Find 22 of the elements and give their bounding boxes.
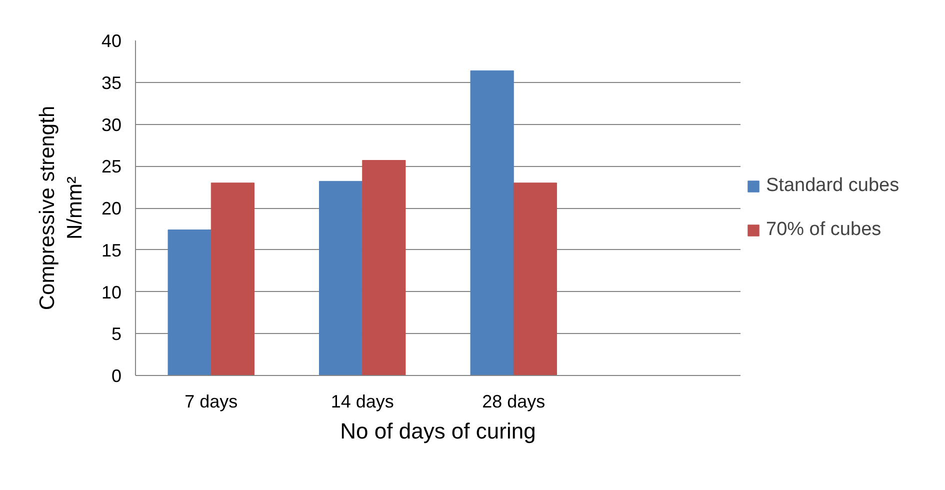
y-tick-label: 10: [101, 282, 122, 302]
x-axis-title: No of days of curing: [340, 418, 536, 444]
bar: [210, 182, 254, 376]
x-tick-label: 14 days: [330, 392, 394, 412]
x-tick-label: 7 days: [184, 392, 238, 412]
y-tick-label: 25: [101, 156, 122, 177]
y-tick-label: 35: [101, 72, 122, 93]
y-tick-label: 0: [111, 366, 122, 386]
bar: [362, 160, 406, 376]
y-tick-label: 30: [101, 114, 122, 135]
y-tick-label: 15: [101, 240, 122, 260]
bar: [319, 180, 363, 376]
legend-label: Standard cubes: [766, 174, 900, 196]
legend-label: 70% of cubes: [766, 218, 882, 240]
y-tick-label: 40: [101, 31, 122, 51]
bar: [470, 70, 514, 376]
y-axis-title: Compressive strength N/mm²: [36, 106, 86, 310]
y-tick-label: 5: [111, 324, 122, 344]
bar: [168, 230, 212, 376]
bar: [513, 182, 557, 376]
x-tick-label: 28 days: [482, 392, 546, 412]
y-tick-label: 20: [101, 198, 122, 218]
